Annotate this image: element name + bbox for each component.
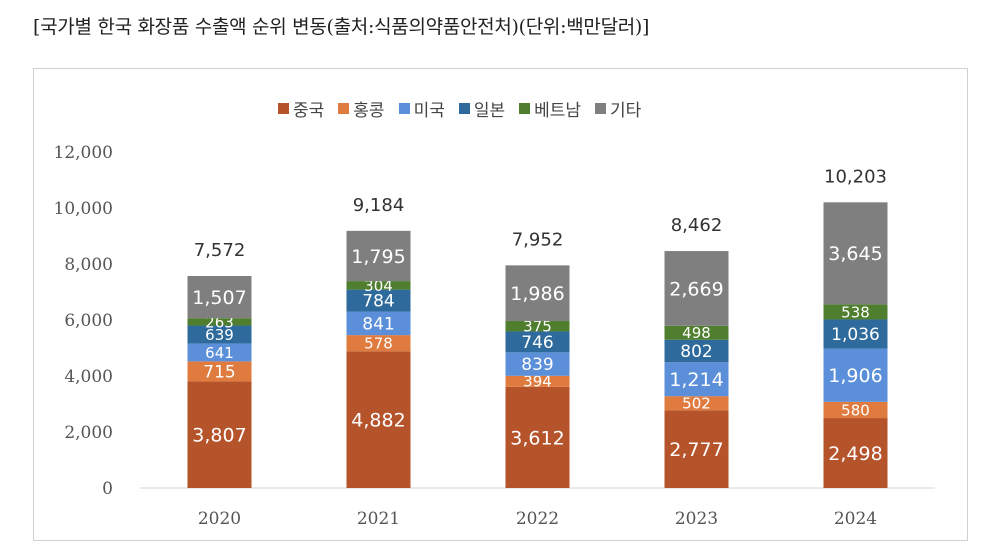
- bar-segment: [187, 325, 252, 344]
- bar-segment: [187, 361, 252, 382]
- legend-label: 베트남: [534, 101, 582, 121]
- legend-label: 미국: [413, 101, 445, 121]
- bar-segment: [187, 343, 252, 362]
- bar-data-label: 841: [362, 314, 394, 334]
- bar-segment: [664, 362, 729, 397]
- bar-data-label: 1,906: [828, 365, 882, 387]
- bar-data-label: 784: [362, 292, 394, 312]
- bar-segment: [187, 275, 252, 319]
- bar-data-label: 1,795: [351, 246, 405, 268]
- bar-segment: [823, 304, 888, 320]
- bar-segment: [505, 331, 570, 353]
- bar-segment: [823, 202, 888, 305]
- bar-data-label: 578: [364, 335, 393, 353]
- bar-data-label: 2,669: [669, 278, 723, 300]
- legend-swatch: [398, 103, 410, 114]
- bar-segment: [346, 281, 411, 290]
- legend-swatch: [338, 103, 350, 114]
- bar-segment: [505, 265, 570, 321]
- bar-data-label: 715: [203, 363, 235, 383]
- bar-segment: [664, 410, 729, 488]
- y-tick-label: 10,000: [54, 199, 113, 219]
- bar-data-label: 4,882: [351, 409, 405, 431]
- bar-segment: [664, 339, 729, 363]
- bar-segment: [187, 381, 252, 488]
- bar-segment: [346, 335, 411, 352]
- bar-data-label: 802: [680, 342, 712, 362]
- bar-data-label: 538: [841, 303, 870, 321]
- chart-legend: 중국 홍콩 미국 일본 베트남 기타: [278, 96, 641, 121]
- y-tick-label: 2,000: [64, 423, 113, 443]
- bar-data-label: 1,036: [831, 325, 880, 345]
- bar-segment: [346, 311, 411, 336]
- legend-swatch: [278, 103, 289, 114]
- bar-data-label: 746: [521, 333, 553, 353]
- bar-data-label: 839: [521, 355, 553, 375]
- legend-swatch: [595, 103, 607, 114]
- y-tick-label: 12,000: [54, 143, 113, 163]
- legend-label: 홍콩: [353, 101, 385, 121]
- y-tick-label: 8,000: [64, 255, 113, 275]
- chart-caption: [국가별 한국 화장품 수출액 순위 변동(출처:식품의약품안전처)(단위:백만…: [33, 16, 650, 38]
- legend-item: 일본: [458, 96, 506, 121]
- legend-item: 기타: [595, 96, 641, 121]
- bar-segment: [346, 351, 411, 488]
- bar-segment: [664, 325, 729, 340]
- bar-total-label: 7,572: [194, 240, 246, 261]
- bar-data-label: 580: [841, 401, 870, 419]
- bar-data-label: 304: [364, 277, 393, 295]
- bar-segment: [505, 320, 570, 332]
- x-tick-label: 2020: [198, 509, 241, 529]
- bar-segment: [187, 318, 252, 326]
- bar-data-label: 641: [205, 344, 234, 362]
- y-tick-label: 6,000: [64, 311, 113, 331]
- legend-swatch: [519, 103, 531, 114]
- bar-data-label: 3,807: [192, 425, 246, 447]
- bar-data-label: 1,986: [510, 283, 564, 305]
- bar-segment: [505, 352, 570, 376]
- bar-data-label: 1,507: [192, 287, 246, 309]
- bar-data-label: 3,645: [828, 243, 882, 265]
- legend-item: 베트남: [519, 96, 581, 121]
- legend-label: 기타: [610, 101, 642, 121]
- bar-data-label: 2,498: [828, 443, 882, 465]
- legend-label: 중국: [293, 101, 325, 121]
- bar-total-label: 7,952: [512, 229, 564, 250]
- bar-data-label: 502: [682, 395, 711, 413]
- bar-segment: [823, 418, 888, 488]
- y-tick-label: 0: [102, 479, 113, 499]
- bar-segment: [505, 386, 570, 488]
- bar-segment: [346, 230, 411, 282]
- bar-segment: [346, 289, 411, 312]
- bar-data-label: 1,214: [669, 369, 723, 391]
- y-tick-label: 4,000: [64, 367, 113, 387]
- legend-label: 일본: [473, 101, 506, 121]
- bar-data-label: 375: [523, 318, 552, 336]
- bar-total-label: 10,203: [824, 166, 887, 187]
- legend-swatch: [458, 103, 470, 114]
- bar-data-label: 394: [523, 373, 552, 391]
- x-tick-label: 2022: [516, 509, 559, 529]
- x-tick-label: 2024: [834, 509, 877, 529]
- bar-segment: [505, 375, 570, 387]
- bar-data-label: 498: [682, 324, 711, 342]
- legend-item: 미국: [398, 96, 445, 121]
- legend-item: 홍콩: [338, 96, 385, 121]
- x-tick-label: 2023: [675, 509, 718, 529]
- bar-total-label: 8,462: [671, 215, 723, 236]
- bar-total-label: 9,184: [353, 195, 405, 216]
- legend-item: 중국: [278, 96, 324, 121]
- bar-data-label: 2,777: [669, 439, 723, 461]
- bar-data-label: 3,612: [510, 427, 564, 449]
- bar-segment: [664, 251, 729, 326]
- x-tick-label: 2021: [357, 509, 400, 529]
- bar-segment: [823, 348, 888, 402]
- bar-data-label: 639: [205, 326, 234, 344]
- bar-segment: [823, 401, 888, 419]
- bar-segment: [823, 319, 888, 349]
- bar-segment: [664, 396, 729, 411]
